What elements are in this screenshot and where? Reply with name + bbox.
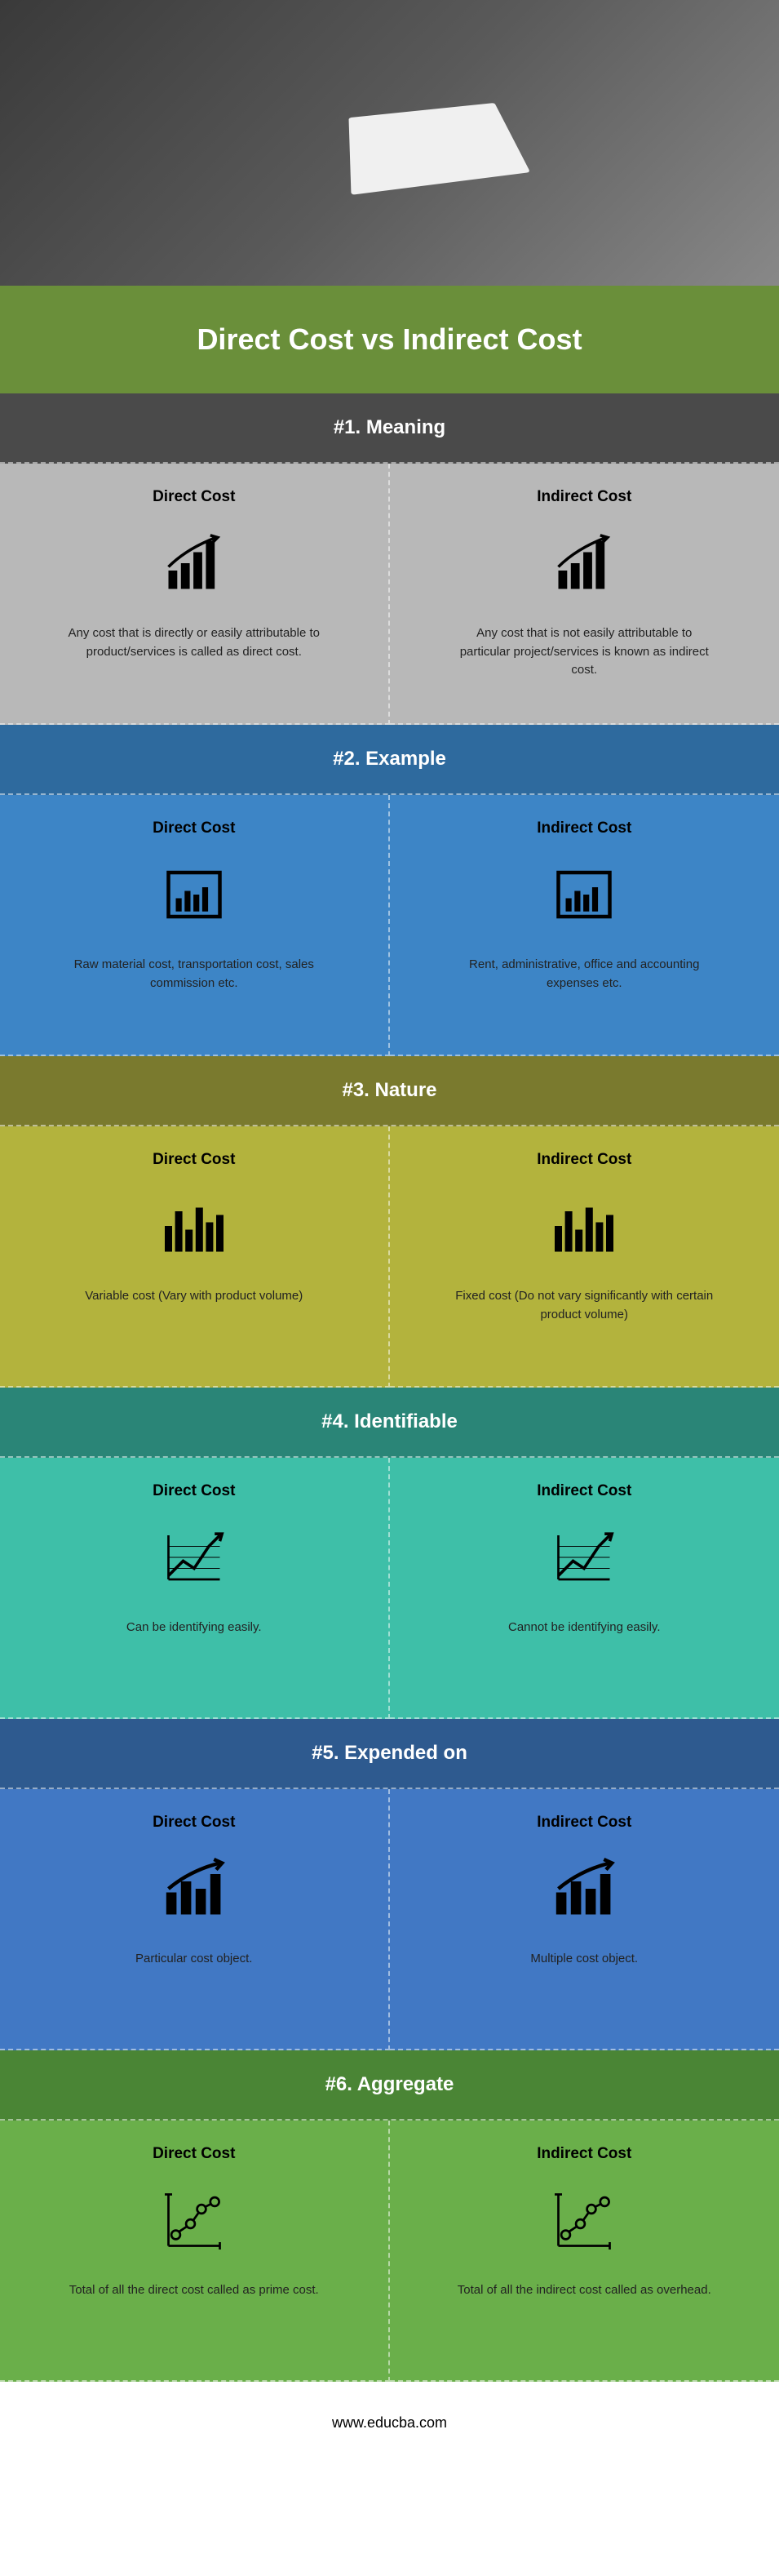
bars-varying-icon — [547, 1189, 621, 1263]
comparison-row-4: Direct Cost Can be identifying easily. Ind… — [0, 1458, 779, 1719]
bars-arrow-icon — [547, 1852, 621, 1925]
indirect-cost-text: Cannot be identifying easily. — [508, 1619, 661, 1637]
indirect-cost-text: Fixed cost (Do not vary significantly wi… — [454, 1287, 715, 1324]
indirect-cost-cell: Indirect Cost Any cost that is not easily… — [390, 464, 779, 725]
direct-cost-text: Raw material cost, transportation cost, … — [64, 956, 325, 993]
direct-cost-text: Total of all the direct cost called as p… — [69, 2281, 319, 2300]
direct-cost-title: Direct Cost — [153, 1151, 235, 1169]
section-header-3: #3. Nature — [0, 1056, 779, 1126]
direct-cost-title: Direct Cost — [153, 1482, 235, 1500]
direct-cost-title: Direct Cost — [153, 2145, 235, 2163]
indirect-cost-text: Multiple cost object. — [530, 1950, 638, 1969]
indirect-cost-title: Indirect Cost — [537, 1814, 631, 1832]
section-header-6: #6. Aggregate — [0, 2050, 779, 2121]
bars-varying-icon — [157, 1189, 231, 1263]
indirect-cost-cell: Indirect Cost Total of all the indirect c… — [390, 2121, 779, 2382]
indirect-cost-title: Indirect Cost — [537, 488, 631, 506]
indirect-cost-title: Indirect Cost — [537, 1151, 631, 1169]
section-header-1: #1. Meaning — [0, 393, 779, 464]
indirect-cost-cell: Indirect Cost Cannot be identifying easil… — [390, 1458, 779, 1719]
indirect-cost-title: Indirect Cost — [537, 1482, 631, 1500]
comparison-row-1: Direct Cost Any cost that is directly or … — [0, 464, 779, 725]
indirect-cost-text: Any cost that is not easily attributable… — [454, 624, 715, 680]
direct-cost-title: Direct Cost — [153, 488, 235, 506]
indirect-cost-cell: Indirect Cost Multiple cost object. — [390, 1789, 779, 2050]
indirect-cost-title: Indirect Cost — [537, 2145, 631, 2163]
footer-url: www.educba.com — [0, 2382, 779, 2464]
comparison-row-2: Direct Cost Raw material cost, transporta… — [0, 795, 779, 1056]
line-points-icon — [157, 2183, 231, 2257]
growth-bars-icon — [547, 526, 621, 600]
section-header-5: #5. Expended on — [0, 1719, 779, 1789]
direct-cost-text: Can be identifying easily. — [126, 1619, 262, 1637]
indirect-cost-title: Indirect Cost — [537, 819, 631, 837]
growth-bars-icon — [157, 526, 231, 600]
indirect-cost-cell: Indirect Cost Fixed cost (Do not vary sig… — [390, 1126, 779, 1388]
direct-cost-text: Variable cost (Vary with product volume) — [85, 1287, 303, 1306]
bars-arrow-icon — [157, 1852, 231, 1925]
direct-cost-cell: Direct Cost Can be identifying easily. — [0, 1458, 390, 1719]
direct-cost-cell: Direct Cost Variable cost (Vary with prod… — [0, 1126, 390, 1388]
section-header-2: #2. Example — [0, 725, 779, 795]
line-arrow-icon — [547, 1521, 621, 1594]
direct-cost-text: Any cost that is directly or easily attr… — [64, 624, 325, 661]
direct-cost-title: Direct Cost — [153, 819, 235, 837]
comparison-row-3: Direct Cost Variable cost (Vary with prod… — [0, 1126, 779, 1388]
direct-cost-cell: Direct Cost Raw material cost, transporta… — [0, 795, 390, 1056]
main-title: Direct Cost vs Indirect Cost — [0, 286, 779, 393]
comparison-row-5: Direct Cost Particular cost object. Indire… — [0, 1789, 779, 2050]
bar-chart-box-icon — [547, 858, 621, 931]
line-arrow-icon — [157, 1521, 231, 1594]
hero-image — [0, 0, 779, 286]
direct-cost-cell: Direct Cost Any cost that is directly or … — [0, 464, 390, 725]
indirect-cost-text: Total of all the indirect cost called as… — [458, 2281, 711, 2300]
comparison-row-6: Direct Cost Total of all the direct cost … — [0, 2121, 779, 2382]
indirect-cost-text: Rent, administrative, office and account… — [454, 956, 715, 993]
section-header-4: #4. Identifiable — [0, 1388, 779, 1458]
indirect-cost-cell: Indirect Cost Rent, administrative, offic… — [390, 795, 779, 1056]
direct-cost-cell: Direct Cost Particular cost object. — [0, 1789, 390, 2050]
line-points-icon — [547, 2183, 621, 2257]
direct-cost-cell: Direct Cost Total of all the direct cost … — [0, 2121, 390, 2382]
direct-cost-title: Direct Cost — [153, 1814, 235, 1832]
direct-cost-text: Particular cost object. — [135, 1950, 252, 1969]
bar-chart-box-icon — [157, 858, 231, 931]
